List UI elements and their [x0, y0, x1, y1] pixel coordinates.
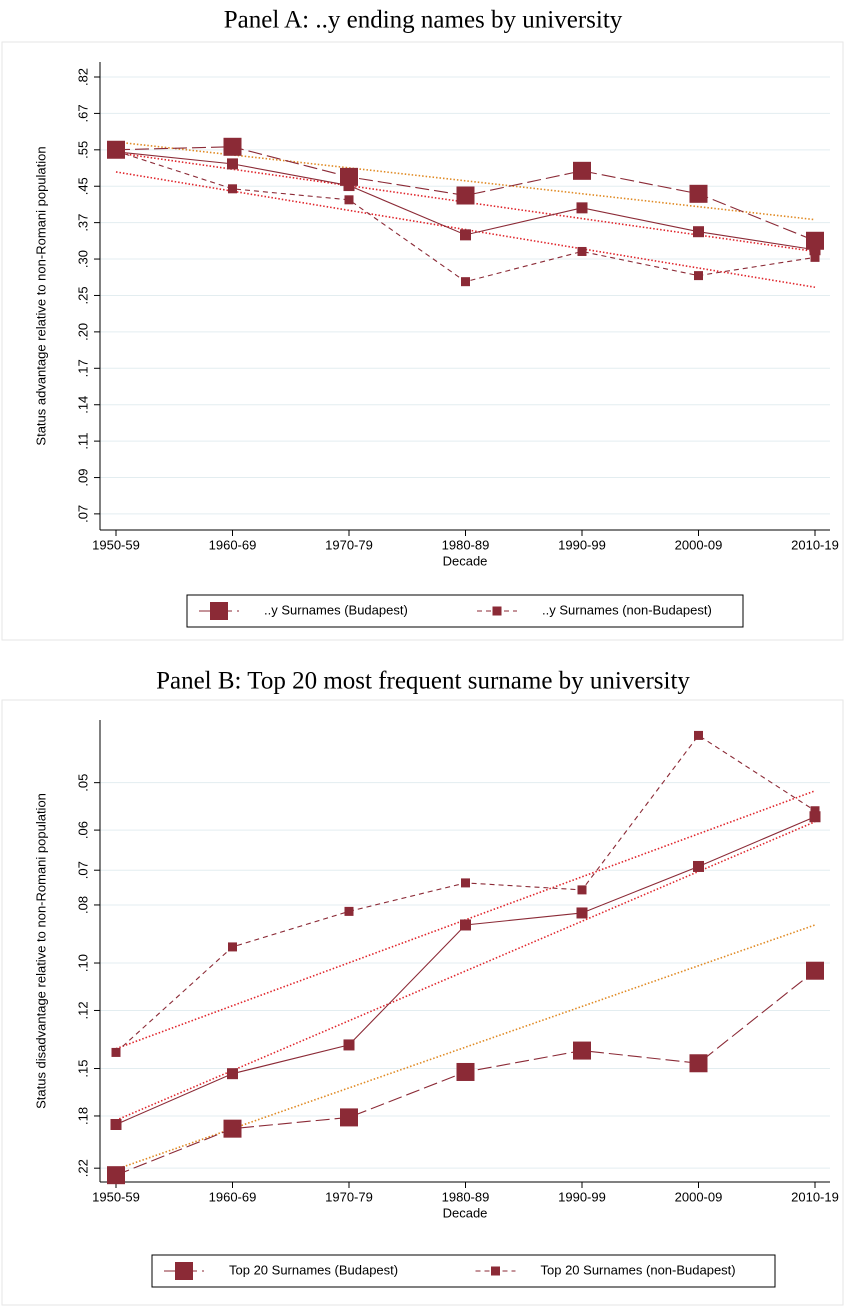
x-tick-label: 2010-19	[791, 537, 839, 552]
fit-line	[115, 141, 816, 221]
marker	[689, 1054, 708, 1073]
y-tick-label: .12	[75, 1001, 90, 1019]
y-tick-label: .06	[75, 821, 90, 839]
marker	[111, 1047, 121, 1057]
y-tick-label: .25	[75, 286, 90, 304]
y-tick-label: .82	[75, 68, 90, 86]
marker	[809, 811, 821, 823]
fit-line	[115, 924, 816, 1171]
x-tick-label: 1950-59	[92, 537, 140, 552]
marker	[344, 906, 354, 916]
marker	[693, 860, 704, 872]
marker	[461, 277, 470, 287]
legend-marker	[491, 1266, 500, 1276]
y-tick-label: .17	[75, 359, 90, 377]
legend-label: ..y Surnames (non-Budapest)	[542, 602, 712, 617]
x-axis-title: Decade	[443, 1205, 488, 1220]
x-tick-label: 1980-89	[442, 537, 490, 552]
legend-label: ..y Surnames (Budapest)	[264, 602, 408, 617]
y-tick-label: .55	[75, 141, 90, 159]
y-tick-label: .45	[75, 177, 90, 195]
marker	[110, 146, 122, 158]
y-tick-label: .05	[75, 774, 90, 792]
y-tick-label: .20	[75, 323, 90, 341]
marker	[573, 1041, 591, 1060]
panel-frame	[1, 699, 844, 1306]
y-tick-label: .15	[75, 1059, 90, 1077]
marker	[694, 271, 703, 281]
marker	[577, 246, 587, 256]
marker	[228, 184, 237, 194]
y-tick-label: .09	[75, 469, 90, 487]
marker	[693, 226, 704, 238]
marker	[573, 161, 591, 180]
marker	[577, 885, 587, 895]
chart-title: Panel A: ..y ending names by university	[224, 7, 623, 34]
y-tick-label: .07	[75, 505, 90, 523]
y-axis-title: Status advantage relative to non-Romani …	[33, 146, 48, 445]
marker	[107, 1166, 125, 1185]
legend-label: Top 20 Surnames (non-Budapest)	[541, 1262, 736, 1277]
legend-box	[186, 594, 744, 628]
marker	[694, 730, 703, 740]
x-tick-label: 1970-79	[325, 537, 373, 552]
marker	[461, 878, 470, 888]
chart-title: Panel B: Top 20 most frequent surname by…	[156, 668, 690, 695]
x-tick-label: 2010-19	[791, 1189, 839, 1204]
x-tick-label: 1970-79	[325, 1189, 373, 1204]
x-tick-label: 1950-59	[92, 1189, 140, 1204]
x-axis-title: Decade	[443, 553, 488, 568]
marker	[576, 907, 588, 919]
legend-box	[151, 1254, 776, 1288]
y-tick-label: .11	[75, 433, 90, 450]
y-tick-label: .18	[75, 1107, 90, 1125]
y-tick-label: .14	[75, 396, 90, 414]
marker	[223, 1119, 242, 1138]
marker	[223, 137, 242, 156]
marker	[576, 202, 588, 214]
legend-marker	[492, 606, 502, 616]
marker	[810, 806, 820, 816]
marker	[460, 919, 471, 931]
marker	[227, 1068, 238, 1080]
marker	[810, 252, 820, 262]
legend-marker	[210, 602, 228, 620]
y-tick-label: .08	[75, 896, 90, 914]
series-line	[115, 150, 816, 283]
legend-marker	[175, 1262, 193, 1280]
legend-label: Top 20 Surnames (Budapest)	[229, 1262, 398, 1277]
marker	[689, 184, 708, 203]
fit-line	[115, 790, 816, 1050]
x-tick-label: 1960-69	[209, 537, 257, 552]
panel-frame	[1, 41, 844, 641]
marker	[809, 244, 821, 256]
marker	[806, 961, 824, 980]
marker	[456, 186, 475, 205]
y-tick-label: .67	[75, 104, 90, 122]
marker	[227, 158, 238, 170]
marker	[344, 195, 354, 205]
x-tick-label: 2000-09	[675, 1189, 723, 1204]
marker	[110, 1118, 122, 1130]
marker	[456, 1062, 475, 1081]
x-tick-label: 1960-69	[209, 1189, 257, 1204]
x-tick-label: 1990-99	[558, 537, 606, 552]
marker	[228, 942, 237, 952]
y-tick-label: .07	[75, 861, 90, 879]
y-tick-label: .30	[75, 250, 90, 268]
y-tick-label: .37	[75, 214, 90, 232]
marker	[460, 229, 471, 241]
x-tick-label: 2000-09	[675, 537, 723, 552]
y-axis-title: Status disadvantage relative to non-Roma…	[33, 793, 48, 1109]
marker	[343, 180, 355, 192]
marker	[340, 1108, 358, 1127]
x-tick-label: 1990-99	[558, 1189, 606, 1204]
y-tick-label: .22	[75, 1159, 90, 1177]
marker	[343, 1039, 355, 1051]
x-tick-label: 1980-89	[442, 1189, 490, 1204]
y-tick-label: .10	[75, 954, 90, 972]
